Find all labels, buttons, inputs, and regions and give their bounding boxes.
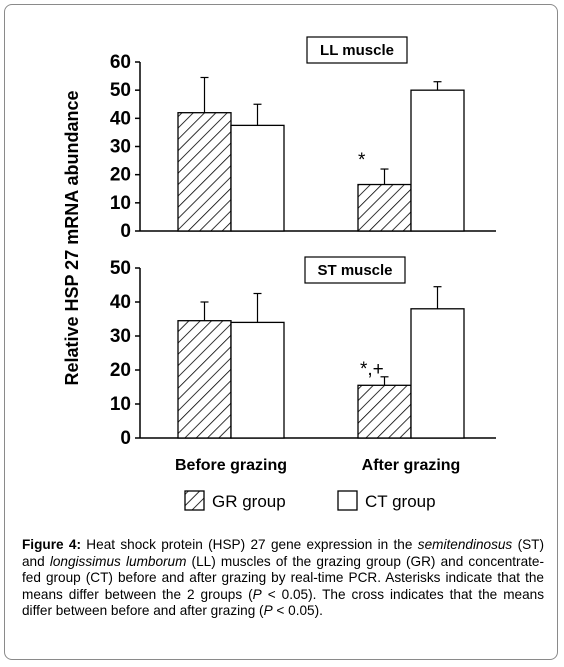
y-tick-label: 30 — [110, 326, 131, 347]
caption-text: < 0.05). The cross indicates that the me… — [22, 586, 544, 619]
legend-swatch — [184, 490, 205, 511]
y-tick-label: 20 — [110, 360, 131, 381]
y-tick-label: 20 — [110, 165, 131, 186]
x-category-labels: Before grazing After grazing — [175, 457, 460, 474]
caption-text: semitendinosus — [417, 537, 513, 552]
bar-ct-group-1 — [410, 308, 465, 439]
y-tick-label: 10 — [110, 193, 131, 214]
panel-title-box — [306, 36, 408, 64]
x-category-label: After grazing — [362, 457, 461, 474]
caption-text: longissimus lumborum — [49, 553, 187, 569]
y-tick-label: 0 — [120, 428, 131, 449]
y-tick-label: 0 — [120, 221, 131, 242]
figure-caption: Figure 4: Heat shock protein (HSP) 27 ge… — [22, 537, 544, 620]
caption-text: (LL) muscles of the grazing group (GR) a… — [22, 553, 544, 602]
bar-ct-group-0 — [230, 321, 285, 439]
bar-gr-group-0 — [177, 320, 232, 439]
panel-title: ST muscle — [317, 262, 392, 279]
legend: GR group CT group — [184, 490, 436, 511]
y-tick-label: 10 — [110, 394, 131, 415]
y-tick-label: 60 — [110, 52, 131, 73]
panel-title-box — [304, 256, 406, 284]
panel-1: 0 10 20 30 40 50 60 * LL muscle — [110, 36, 496, 242]
bar-gr-group-1 — [357, 384, 412, 439]
x-category-label: Before grazing — [175, 457, 287, 474]
figure-frame — [4, 4, 558, 660]
caption-text: (ST) and — [22, 537, 545, 569]
panel-title: LL muscle — [320, 42, 394, 59]
legend-label: GR group — [212, 492, 286, 511]
significance-marker: *,+ — [360, 359, 384, 380]
caption-text: P — [252, 586, 262, 602]
y-tick-label: 30 — [110, 137, 131, 158]
legend-label: CT group — [365, 492, 436, 511]
bar-gr-group-1 — [357, 183, 412, 232]
bar-ct-group-1 — [410, 89, 465, 232]
y-tick-label: 50 — [110, 258, 131, 279]
caption-text: < 0.05). — [272, 603, 323, 618]
caption-text: Heat shock protein (HSP) 27 gene express… — [80, 537, 418, 552]
panel-2: 0 10 20 30 40 50 *,+ ST muscle — [110, 256, 496, 449]
significance-marker: * — [358, 150, 366, 171]
y-tick-label: 40 — [110, 108, 131, 129]
bar-gr-group-0 — [177, 112, 232, 232]
bar-ct-group-0 — [230, 124, 285, 232]
legend-swatch — [337, 490, 358, 511]
y-tick-label: 50 — [110, 80, 131, 101]
y-tick-label: 40 — [110, 292, 131, 313]
caption-figure-label: Figure 4: — [22, 537, 81, 552]
bar-chart-figure: Relative HSP 27 mRNA abundance 0 10 20 30 40… — [62, 36, 496, 511]
y-axis-label: Relative HSP 27 mRNA abundance — [62, 90, 82, 385]
caption-text: P — [263, 603, 273, 618]
